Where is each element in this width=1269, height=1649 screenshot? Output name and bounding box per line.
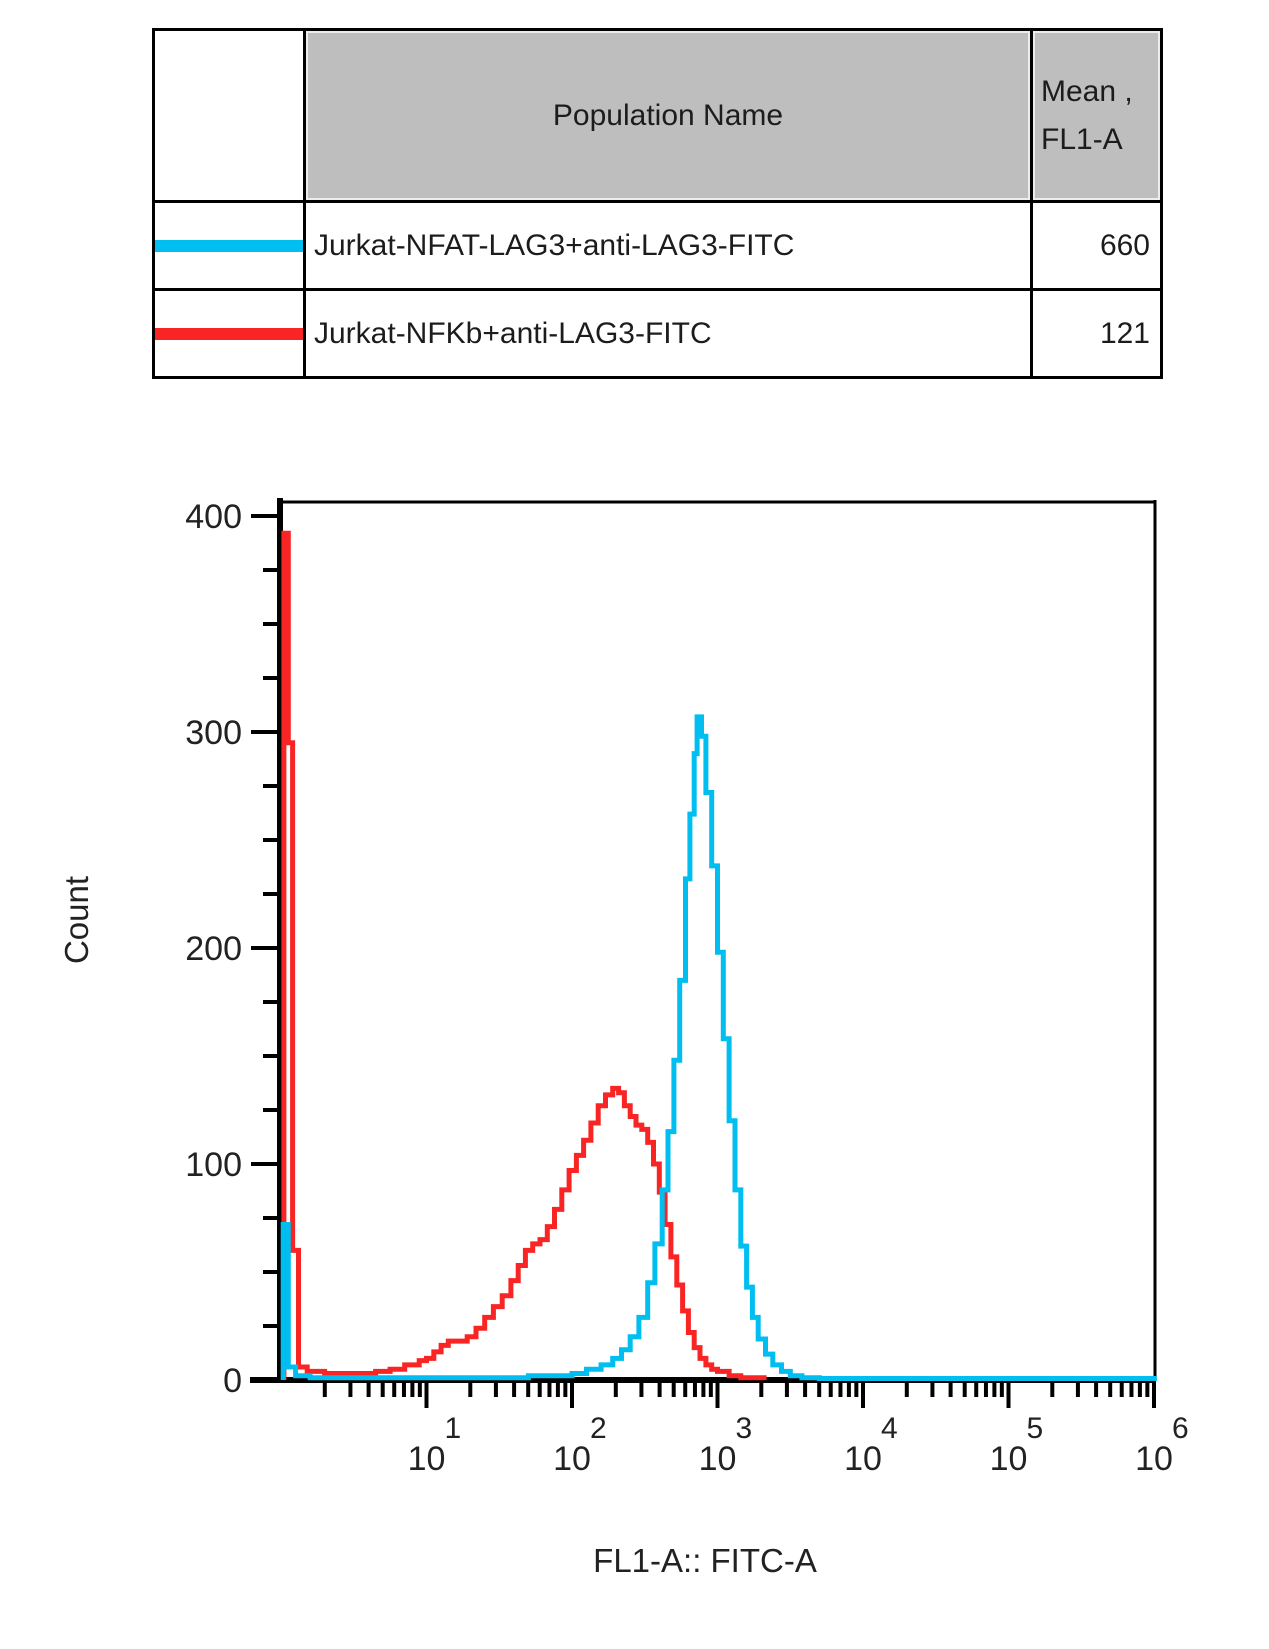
nfat-series-color-swatch: [155, 239, 303, 252]
legend-row-nfat-name: Jurkat-NFAT-LAG3+anti-LAG3-FITC: [303, 200, 1030, 288]
y-tick-label: 300: [185, 714, 242, 752]
legend-row-nfat-swatch-cell: [155, 200, 303, 288]
x-axis-title: FL1-A:: FITC-A: [593, 1542, 817, 1579]
x-tick-label-base: 10: [699, 1440, 737, 1478]
y-tick-label: 0: [223, 1362, 242, 1400]
x-tick-label-base: 10: [553, 1440, 591, 1478]
nfkb-mean-value: 121: [1099, 316, 1150, 350]
legend-header-mean: Mean , FL1-A: [1030, 31, 1160, 200]
x-tick-label-base: 10: [844, 1440, 882, 1478]
legend-table: Population Name Mean , FL1-A Jurkat-NFAT…: [152, 28, 1163, 379]
y-tick-label: 100: [185, 1146, 242, 1184]
x-tick-label-exponent: 1: [445, 1412, 462, 1445]
nfkb-red-curve: [281, 530, 767, 1381]
y-tick-label: 400: [185, 498, 242, 536]
nfkb-series-color-swatch: [155, 327, 303, 340]
legend-row-nfkb-swatch-cell: [155, 288, 303, 376]
nfat-mean-value: 660: [1099, 228, 1150, 262]
x-tick-label-exponent: 4: [881, 1412, 898, 1445]
x-tick-label-exponent: 2: [590, 1412, 607, 1445]
nfat-population-label: Jurkat-NFAT-LAG3+anti-LAG3-FITC: [314, 228, 795, 262]
nfkb-population-label: Jurkat-NFKb+anti-LAG3-FITC: [314, 316, 712, 350]
y-axis-title: Count: [58, 876, 95, 964]
mean-header-line2: FL1-A: [1041, 122, 1123, 156]
y-tick-label: 200: [185, 930, 242, 968]
x-tick-label-exponent: 5: [1027, 1412, 1044, 1445]
legend-row-nfat-mean: 660: [1030, 200, 1160, 288]
nfat-cyan-curve: [280, 714, 1157, 1381]
x-tick-label-base: 10: [408, 1440, 446, 1478]
x-tick-label-base: 10: [990, 1440, 1028, 1478]
x-tick-label-base: 10: [1135, 1440, 1173, 1478]
legend-header-population: Population Name: [303, 31, 1030, 200]
x-tick-label-exponent: 3: [736, 1412, 753, 1445]
legend-row-nfkb-mean: 121: [1030, 288, 1160, 376]
mean-header-line1: Mean ,: [1041, 74, 1133, 108]
x-tick-label-exponent: 6: [1172, 1412, 1189, 1445]
legend-row-nfkb-name: Jurkat-NFKb+anti-LAG3-FITC: [303, 288, 1030, 376]
population-name-header-label: Population Name: [552, 98, 784, 132]
